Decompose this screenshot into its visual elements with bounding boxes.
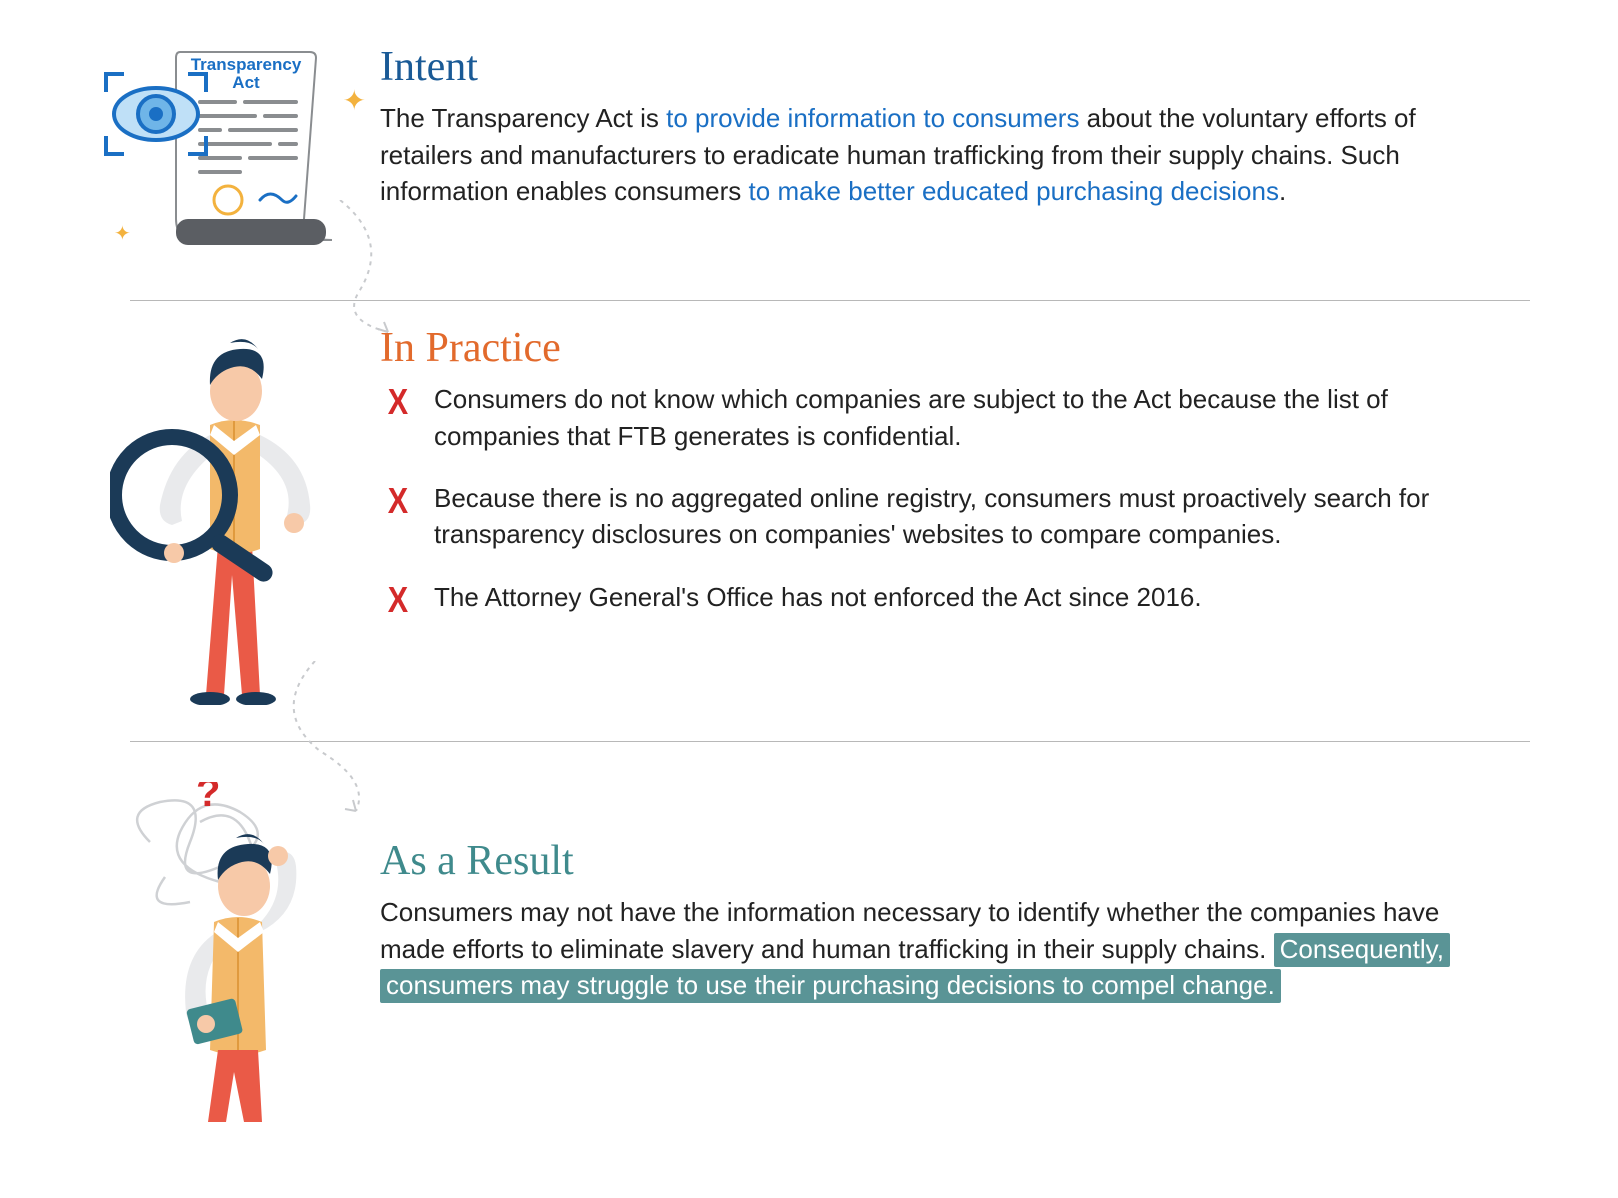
practice-item-text: The Attorney General's Office has not en… xyxy=(434,582,1202,612)
x-mark-icon: X xyxy=(388,575,408,625)
x-mark-icon: X xyxy=(388,377,408,427)
person-magnifier-icon xyxy=(110,325,350,705)
practice-item-text: Because there is no aggregated online re… xyxy=(434,483,1429,549)
text-fragment: . xyxy=(1279,176,1286,206)
practice-list: X Consumers do not know which companies … xyxy=(380,381,1498,615)
text-highlight-blue: to make better educated purchasing decis… xyxy=(749,176,1279,206)
practice-item: X Consumers do not know which companies … xyxy=(380,381,1498,454)
intent-body: The Transparency Act is to provide infor… xyxy=(380,100,1498,209)
practice-title: In Practice xyxy=(380,325,1498,371)
intent-text: Intent The Transparency Act is to provid… xyxy=(380,44,1538,209)
result-title: As a Result xyxy=(380,838,1498,884)
result-illustration: ? xyxy=(80,782,380,1122)
text-fragment: The Transparency Act is xyxy=(380,103,666,133)
document-eye-icon: Transparency Act xyxy=(100,44,360,264)
practice-item: X Because there is no aggregated online … xyxy=(380,480,1498,553)
section-intent: ✦ ✦ Transparency Act xyxy=(80,20,1538,300)
person-confused-icon: ? xyxy=(110,782,350,1122)
section-practice: In Practice X Consumers do not know whic… xyxy=(80,301,1538,741)
text-highlight-blue: to provide information to consumers xyxy=(666,103,1079,133)
sparkle-icon: ✦ xyxy=(114,221,131,246)
sparkle-icon: ✦ xyxy=(343,84,366,117)
x-mark-icon: X xyxy=(388,476,408,526)
section-result: ? As a Result Consumers may not have the xyxy=(80,742,1538,1158)
result-text: As a Result Consumers may not have the i… xyxy=(380,782,1538,1003)
practice-item-text: Consumers do not know which companies ar… xyxy=(434,384,1388,450)
doc-header-line1: Transparency xyxy=(191,55,302,74)
intent-illustration: ✦ ✦ Transparency Act xyxy=(80,44,380,264)
practice-item: X The Attorney General's Office has not … xyxy=(380,579,1498,615)
question-mark-icon: ? xyxy=(196,782,220,815)
practice-illustration xyxy=(80,325,380,705)
practice-text: In Practice X Consumers do not know whic… xyxy=(380,325,1538,641)
doc-header-line2: Act xyxy=(232,73,260,92)
result-body: Consumers may not have the information n… xyxy=(380,894,1498,1003)
intent-title: Intent xyxy=(380,44,1498,90)
